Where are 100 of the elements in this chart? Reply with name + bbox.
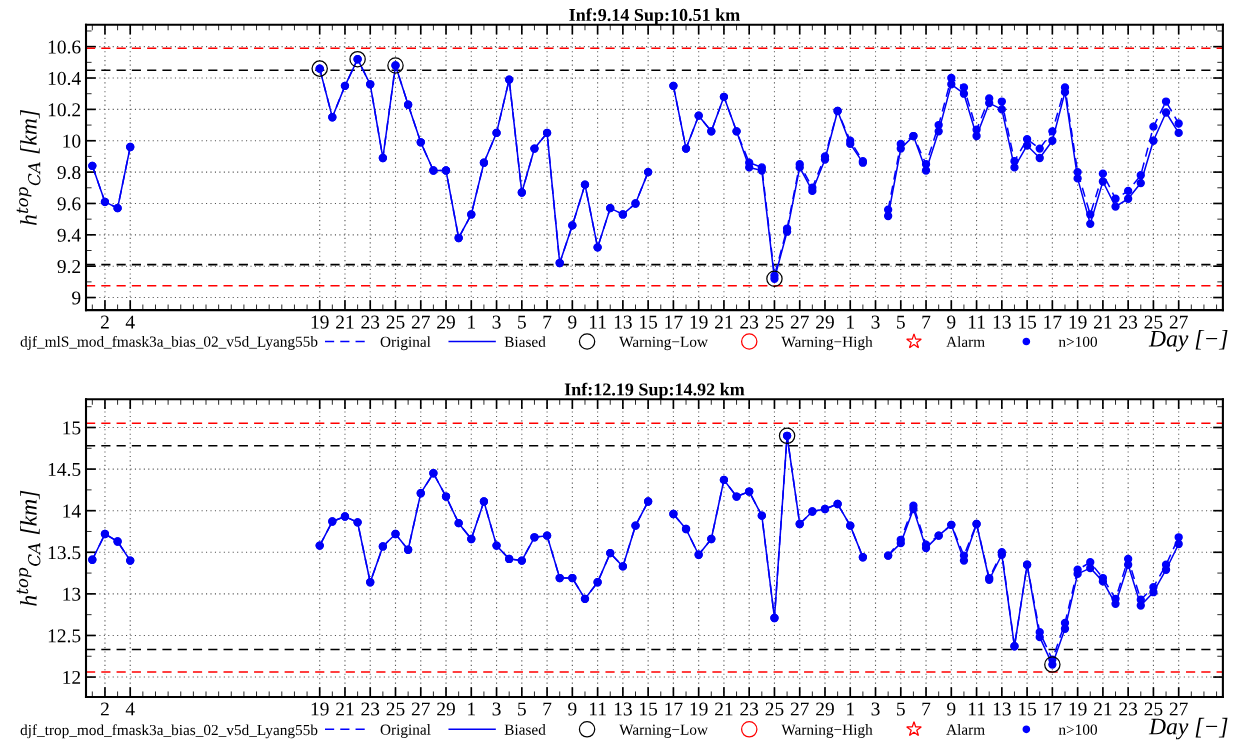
y-tick-label: 10.4: [48, 71, 81, 86]
text: djf_trop_mod_fmask3a_bias_02_v5d_Lyang55b: [20, 724, 318, 739]
x-tick-label: 13: [993, 702, 1011, 716]
x-tick-label: 29: [437, 702, 455, 716]
x-tick-label: 15: [1019, 315, 1037, 329]
x-tick-label: 23: [361, 315, 380, 329]
x-tick-label: 3: [871, 315, 880, 329]
y-tick-label: 9: [72, 291, 81, 305]
x-tick-label: 7: [922, 702, 931, 716]
y-tick-label: 14: [63, 504, 81, 518]
x-tick-label: 23: [361, 702, 380, 716]
x-tick-label: 5: [897, 702, 905, 716]
y-tick-label: 13.5: [48, 546, 81, 560]
x-tick-label: 17: [1044, 702, 1062, 716]
x-tick-label: 19: [311, 315, 329, 329]
x-tick-label: 3: [871, 702, 880, 716]
x-tick-label: 9: [947, 702, 956, 716]
legend-label: Alarm: [946, 724, 985, 735]
y-tick-label: 10: [63, 134, 81, 148]
chart-title: Inf:12.19 Sup:14.92 km: [564, 382, 745, 400]
x-tick-label: 21: [1094, 315, 1112, 329]
x-tick-label: 3: [492, 702, 501, 716]
x-tick-label: 21: [715, 315, 733, 329]
y-tick-label: 9.8: [57, 165, 81, 180]
x-tick-label: 19: [311, 702, 329, 716]
x-tick-label: 25: [1144, 702, 1163, 716]
x-tick-label: 15: [640, 702, 658, 716]
x-tick-label: 29: [816, 315, 834, 329]
legend-label: Warning−High: [781, 724, 873, 738]
x-tick-label: 1: [468, 702, 475, 716]
x-tick-label: 1: [847, 702, 854, 716]
x-tick-label: 7: [543, 702, 552, 716]
x-tick-label: 19: [1069, 702, 1087, 716]
x-tick-label: 19: [1069, 315, 1087, 329]
y-tick-label: 12: [63, 670, 81, 684]
x-tick-label: 25: [386, 702, 405, 716]
x-tick-label: 19: [690, 702, 708, 716]
x-tick-label: 17: [665, 315, 683, 329]
x-tick-label: 23: [740, 702, 759, 716]
x-tick-label: 27: [411, 315, 430, 329]
x-tick-label: 11: [589, 315, 606, 329]
x-tick-label: 29: [437, 315, 455, 329]
x-tick-label: 5: [518, 315, 526, 329]
x-tick-label: 27: [1169, 702, 1188, 716]
y-tick-label: 9.2: [57, 260, 81, 274]
x-tick-label: 4: [125, 315, 135, 329]
x-tick-label: 7: [922, 315, 931, 329]
legend-label: n>100: [1058, 336, 1098, 348]
y-tick-label: 13: [63, 587, 81, 601]
legend-label: Original: [380, 336, 431, 351]
legend-label: Alarm: [946, 336, 985, 348]
legend-label: Original: [380, 724, 431, 738]
x-tick-label: 2: [100, 315, 109, 329]
legend-label: Biased: [504, 724, 546, 735]
legend-label: Warning−Low: [619, 724, 708, 738]
x-tick-label: 21: [715, 702, 733, 716]
x-tick-label: 11: [968, 315, 985, 329]
x-tick-label: 3: [492, 315, 501, 329]
x-tick-label: 5: [897, 315, 905, 329]
x-tick-label: 13: [614, 315, 632, 329]
x-tick-label: 2: [100, 702, 109, 716]
x-tick-label: 29: [816, 702, 834, 716]
x-tick-label: 13: [993, 315, 1011, 329]
x-tick-label: 13: [614, 702, 632, 716]
x-tick-label: 9: [568, 702, 577, 716]
text: djf_mlS_mod_fmask3a_bias_02_v5d_Lyang55b: [20, 335, 318, 350]
x-tick-label: 17: [1044, 315, 1062, 329]
legend-label: Warning−Low: [619, 336, 708, 351]
x-tick-label: 25: [386, 315, 405, 329]
x-tick-label: 1: [468, 315, 475, 329]
legend-label: Warning−High: [781, 336, 873, 351]
x-tick-label: 4: [125, 702, 135, 716]
legend-label: n>100: [1058, 724, 1098, 735]
x-tick-label: 15: [1019, 702, 1037, 716]
x-tick-label: 27: [790, 315, 809, 329]
x-tick-label: 11: [589, 702, 606, 716]
x-tick-label: 23: [1119, 702, 1138, 716]
x-tick-label: 9: [947, 315, 956, 329]
chart-title: Inf:9.14 Sup:10.51 km: [569, 8, 740, 25]
y-tick-label: 10.6: [48, 40, 81, 54]
x-tick-label: 27: [411, 702, 430, 716]
x-tick-label: 23: [1119, 315, 1138, 329]
y-axis-title: h$^{top}$$_{CA}$ [km]: [16, 109, 41, 226]
legend-label: Biased: [504, 336, 546, 348]
y-tick-label: 14.5: [48, 463, 81, 477]
x-tick-label: 11: [968, 702, 985, 716]
x-tick-label: 5: [518, 702, 526, 716]
x-tick-label: 27: [790, 702, 809, 716]
y-tick-label: 9.6: [57, 197, 81, 211]
x-tick-label: 27: [1169, 315, 1188, 329]
x-tick-label: 21: [336, 315, 354, 329]
x-tick-label: 19: [690, 315, 708, 329]
x-tick-label: 17: [665, 702, 683, 716]
y-tick-label: 9.4: [57, 228, 81, 242]
x-tick-label: 7: [543, 315, 552, 329]
x-tick-label: 25: [1144, 315, 1163, 329]
y-axis-title: h$^{top}$$_{CA}$ [km]: [16, 490, 41, 606]
x-axis-title: Day [−]: [1148, 330, 1228, 352]
y-tick-label: 15: [63, 421, 81, 435]
x-tick-label: 1: [847, 315, 854, 329]
